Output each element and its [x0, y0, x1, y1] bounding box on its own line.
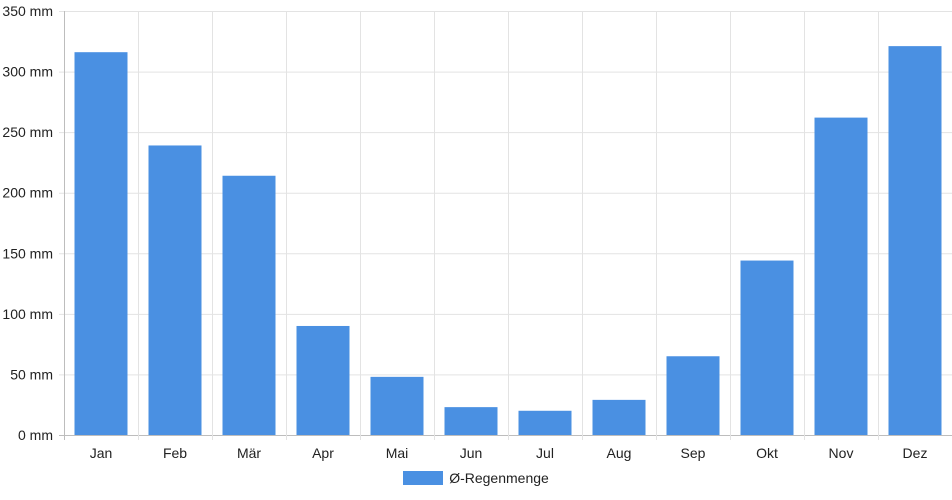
x-tick-label: Dez	[903, 445, 928, 461]
x-tick-label: Mär	[237, 445, 261, 461]
bar-apr[interactable]	[296, 325, 350, 435]
x-tick-label: Sep	[681, 445, 706, 461]
legend[interactable]: Ø-Regenmenge	[0, 470, 952, 486]
bar-mai[interactable]	[370, 376, 424, 435]
bar-okt[interactable]	[740, 260, 794, 435]
y-tick-label: 150 mm	[2, 245, 53, 261]
bar-dez[interactable]	[888, 46, 942, 435]
x-tick-label: Jul	[536, 445, 554, 461]
y-tick-label: 50 mm	[10, 366, 53, 382]
bar-aug[interactable]	[592, 399, 646, 435]
x-tick-label: Jun	[460, 445, 483, 461]
bar-nov[interactable]	[814, 117, 868, 435]
y-tick-label: 250 mm	[2, 124, 53, 140]
x-tick-label: Okt	[756, 445, 778, 461]
axis-layer: 0 mm 50 mm 100 mm 150 mm 200 mm 250 mm 300 mm 3…	[2, 3, 927, 461]
x-tick-label: Apr	[312, 445, 334, 461]
bar-layer	[74, 46, 942, 436]
legend-label: Ø-Regenmenge	[449, 470, 549, 486]
x-tick-label: Jan	[90, 445, 113, 461]
x-tick-label: Nov	[829, 445, 854, 461]
bar-mär[interactable]	[222, 175, 276, 436]
y-tick-label: 100 mm	[2, 306, 53, 322]
bar-sep[interactable]	[666, 356, 720, 435]
x-tick-label: Aug	[607, 445, 632, 461]
grid-layer	[59, 11, 952, 440]
x-tick-label: Mai	[386, 445, 409, 461]
bar-jul[interactable]	[518, 410, 572, 435]
y-tick-label: 300 mm	[2, 64, 53, 80]
x-tick-label: Feb	[163, 445, 187, 461]
y-tick-label: 350 mm	[2, 3, 53, 19]
legend-swatch	[403, 471, 444, 485]
y-tick-label: 0 mm	[18, 427, 53, 443]
y-tick-label: 200 mm	[2, 185, 53, 201]
bar-jan[interactable]	[74, 52, 128, 436]
bar-feb[interactable]	[148, 145, 202, 435]
bar-jun[interactable]	[444, 407, 498, 435]
